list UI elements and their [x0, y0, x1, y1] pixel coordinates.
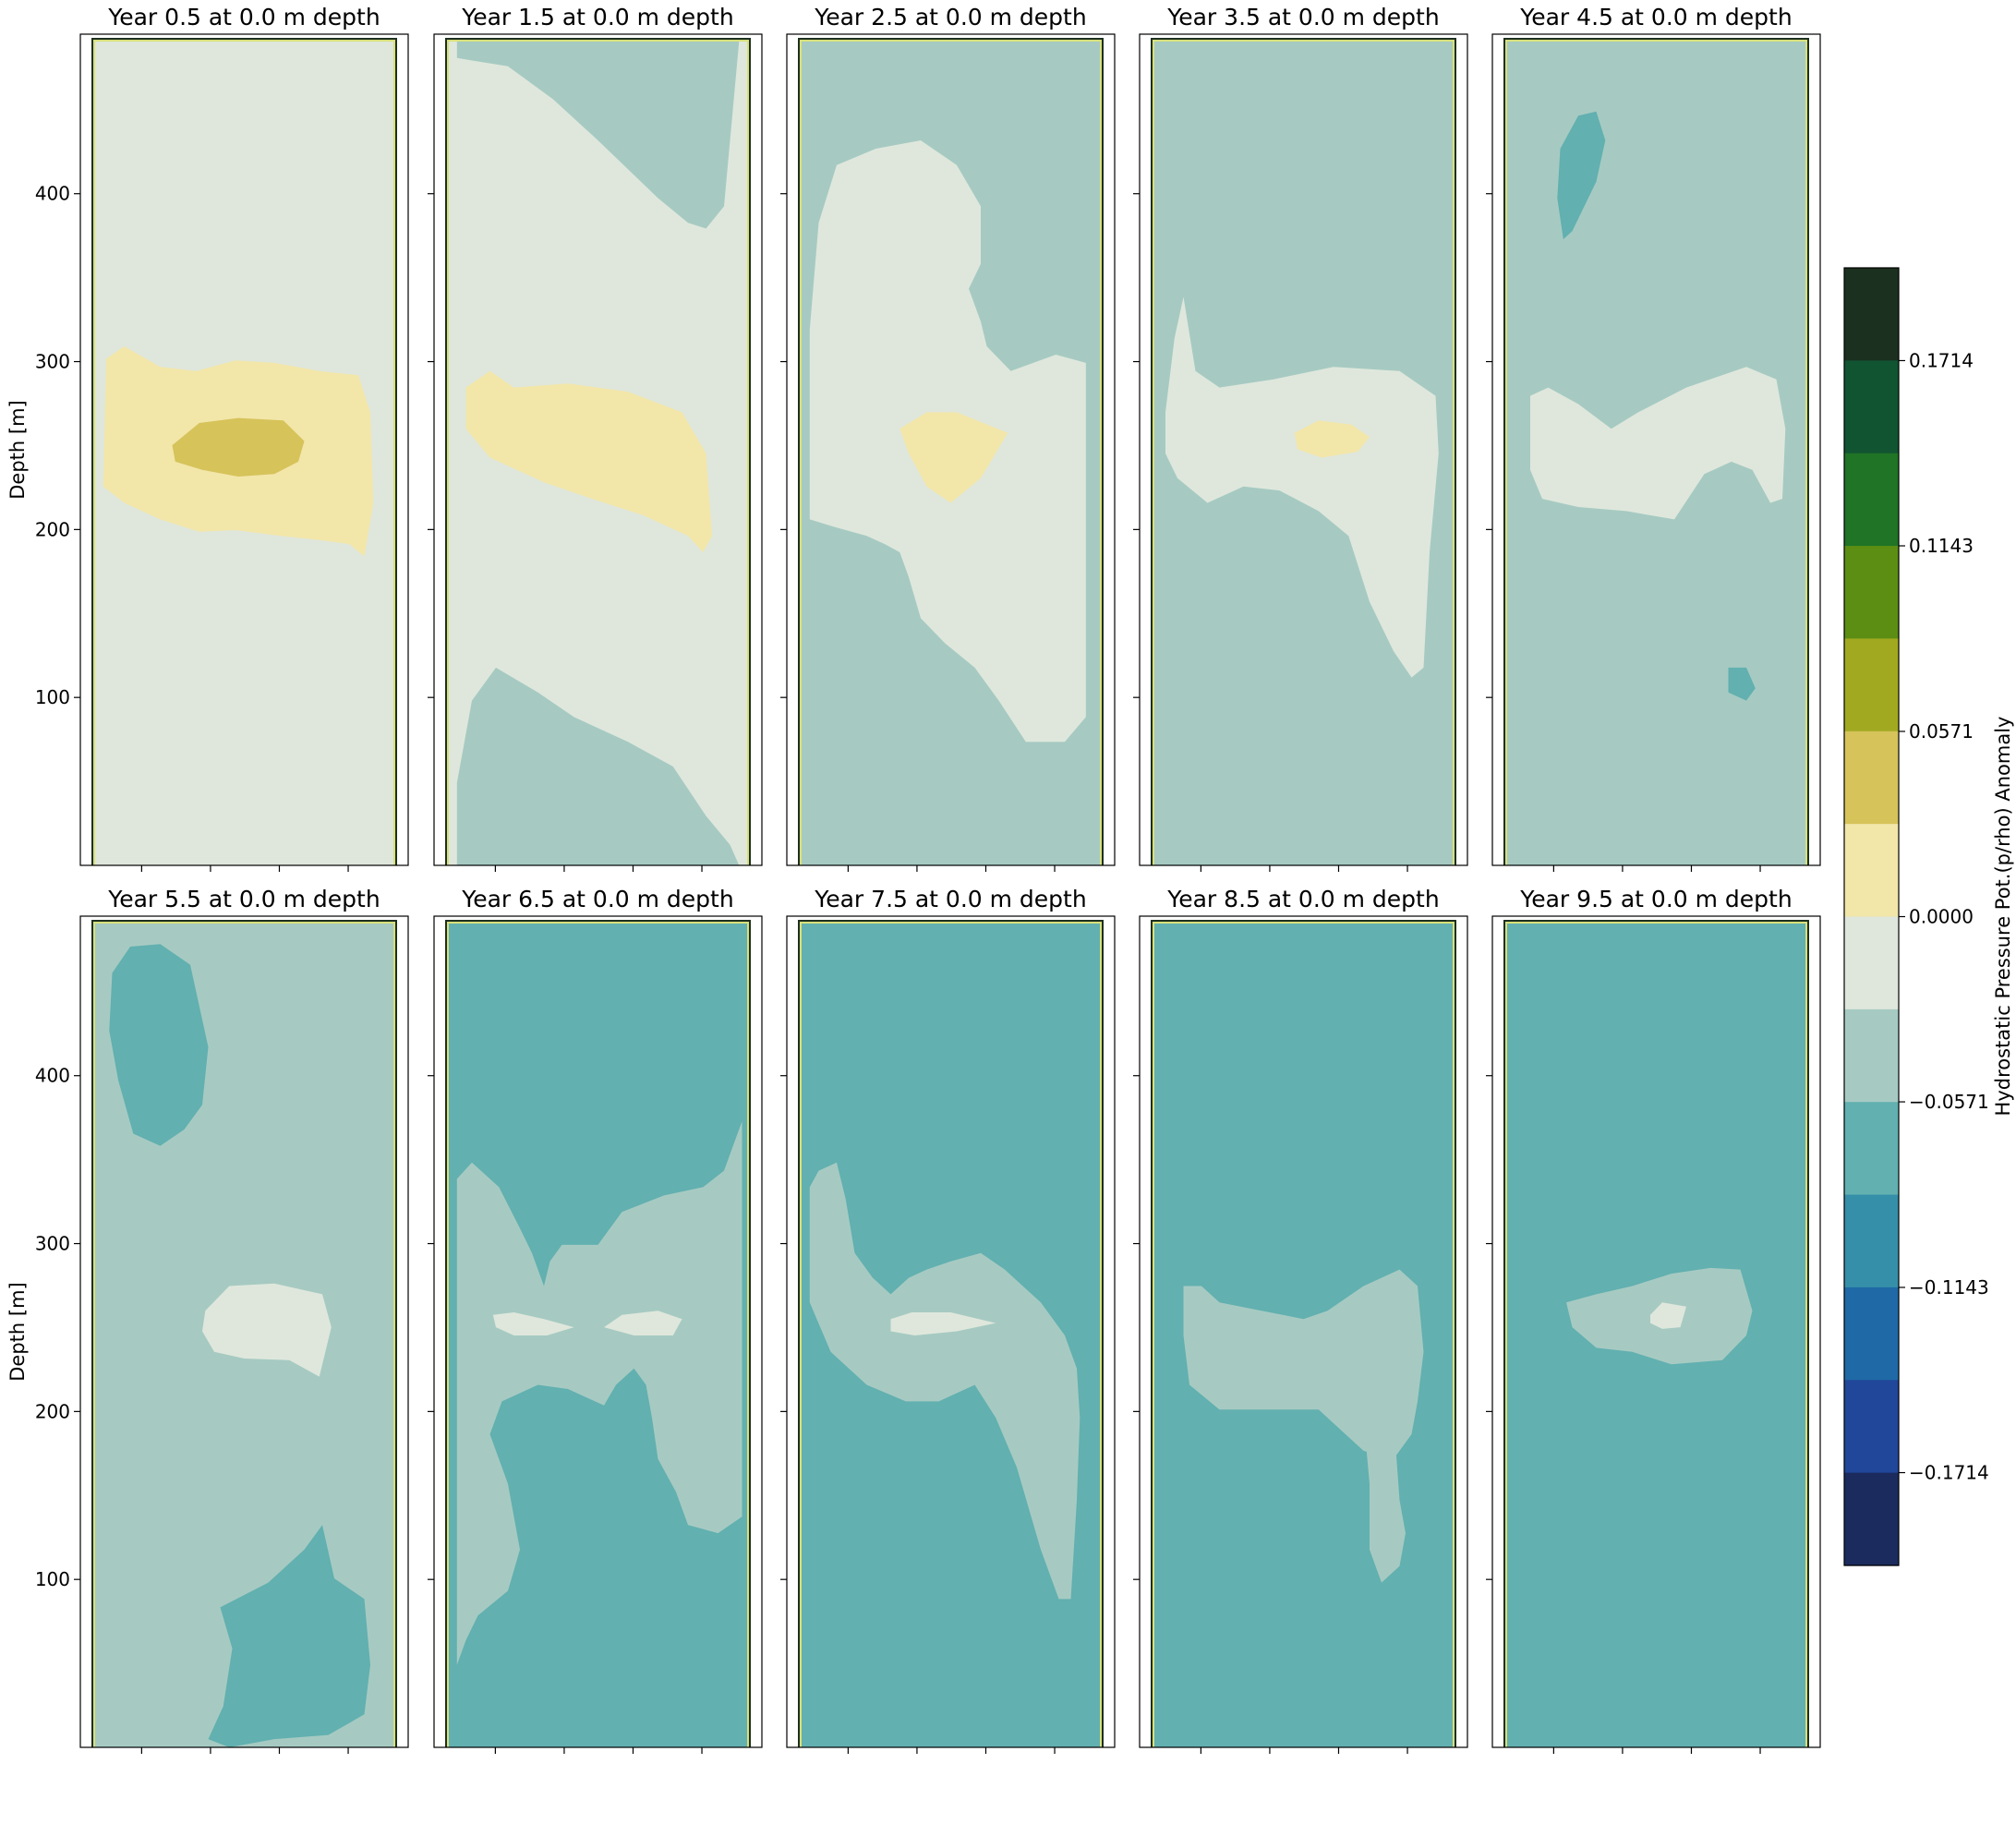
panel-frame: [79, 33, 409, 866]
contour-region: [456, 1121, 742, 1665]
colorbar-tick-label: −0.1714: [1909, 1462, 1989, 1484]
colorbar-tick-label: 0.1714: [1909, 349, 1974, 371]
contour-region: [604, 1311, 682, 1335]
contour-region: [208, 1525, 370, 1747]
panel-title: Year 0.5 at 0.0 m depth: [107, 4, 380, 30]
contour-region: [899, 412, 1008, 503]
contour-region: [890, 1312, 996, 1335]
y-tick-label: 300: [35, 351, 70, 373]
panel: Year 1.5 at 0.0 m depth: [428, 4, 763, 872]
colorbar-tick-label: 0.1143: [1909, 535, 1974, 557]
panel-title: Year 1.5 at 0.0 m depth: [461, 4, 733, 30]
colorbar-level: [1844, 824, 1899, 918]
colorbar-level: [1844, 1194, 1899, 1288]
colorbar-level: [1844, 1102, 1899, 1196]
y-tick-label: 300: [35, 1233, 70, 1255]
colorbar-level: [1844, 268, 1899, 361]
colorbar-level: [1844, 546, 1899, 640]
panel-frame: [433, 915, 763, 1748]
colorbar-tick-label: 0.0000: [1909, 906, 1974, 928]
contour-region: [809, 1162, 1080, 1600]
y-axis-label: Depth [m]: [6, 1282, 29, 1381]
panel-title: Year 9.5 at 0.0 m depth: [1519, 886, 1792, 912]
colorbar: 0.1714 0.1143 0.0571 0.0000 −0.0571 −0.1143 −0…: [1843, 267, 2014, 1566]
panel-title: Year 6.5 at 0.0 m depth: [461, 886, 733, 912]
panel-frame: [786, 33, 1116, 866]
colorbar-level: [1844, 1009, 1899, 1103]
colorbar-label: Hydrostatic Pressure Pot.(p/rho) Anomaly: [1992, 717, 2014, 1117]
colorbar-level: [1844, 638, 1899, 732]
contour-region: [1557, 111, 1606, 240]
y-axis-label: Depth [m]: [6, 400, 29, 499]
colorbar-ticks: 0.1714 0.1143 0.0571 0.0000 −0.0571 −0.1143 −0…: [1899, 349, 1989, 1484]
contour-region: [456, 42, 740, 229]
contour-region: [1530, 367, 1786, 520]
contour-region: [465, 370, 712, 552]
panel-frame: [433, 33, 763, 866]
colorbar-level: [1844, 916, 1899, 1010]
colorbar-tick-label: 0.0571: [1909, 720, 1974, 743]
contour-region: [456, 667, 740, 865]
contour-region: [1183, 1269, 1424, 1459]
panel-grid: Year 0.5 at 0.0 m depth 100 200 300 400 Depth…: [6, 4, 1821, 1754]
contour-region: [1165, 296, 1439, 678]
panel: Year 5.5 at 0.0 m depth 100 200 300 400 Depth…: [6, 886, 409, 1754]
contour-region: [1650, 1302, 1686, 1329]
panel: Year 4.5 at 0.0 m depth: [1486, 4, 1821, 872]
colorbar-level: [1844, 1380, 1899, 1474]
panel: Year 9.5 at 0.0 m depth: [1486, 886, 1821, 1754]
panel: Year 0.5 at 0.0 m depth 100 200 300 400 Depth…: [6, 4, 409, 872]
colorbar-level: [1844, 360, 1899, 454]
panel: Year 6.5 at 0.0 m depth: [428, 886, 763, 1754]
panel-frame: [1491, 915, 1821, 1748]
y-tick-label: 200: [35, 518, 70, 540]
y-tick-label: 400: [35, 1065, 70, 1087]
contour-region: [1363, 1418, 1406, 1583]
panel-title: Year 2.5 at 0.0 m depth: [814, 4, 1086, 30]
contour-region: [109, 944, 209, 1146]
colorbar-tick-label: −0.0571: [1909, 1091, 1989, 1113]
y-tick-label: 200: [35, 1400, 70, 1422]
panel-title: Year 3.5 at 0.0 m depth: [1166, 4, 1439, 30]
colorbar-level: [1844, 731, 1899, 825]
y-tick-label: 100: [35, 686, 70, 708]
contour-region: [492, 1312, 574, 1335]
y-tick-label: 400: [35, 183, 70, 205]
panel-title: Year 4.5 at 0.0 m depth: [1519, 4, 1792, 30]
colorbar-level: [1844, 453, 1899, 547]
y-tick-label: 100: [35, 1568, 70, 1590]
panel-frame: [1491, 33, 1821, 866]
panel-frame: [1139, 915, 1468, 1748]
contour-region: [202, 1283, 332, 1377]
panel: Year 7.5 at 0.0 m depth: [780, 886, 1116, 1754]
colorbar-levels: [1844, 268, 1899, 1566]
panel: Year 3.5 at 0.0 m depth: [1133, 4, 1468, 872]
colorbar-level: [1844, 1472, 1899, 1566]
contour-region: [172, 417, 305, 477]
panel: Year 8.5 at 0.0 m depth: [1133, 886, 1468, 1754]
panel: Year 2.5 at 0.0 m depth: [780, 4, 1116, 872]
panel-title: Year 5.5 at 0.0 m depth: [107, 886, 380, 912]
colorbar-level: [1844, 1286, 1899, 1381]
panel-frame: [79, 915, 409, 1748]
contour-region: [1728, 667, 1756, 701]
contour-region: [1294, 420, 1370, 458]
panel-title: Year 8.5 at 0.0 m depth: [1166, 886, 1439, 912]
panel-frame: [1139, 33, 1468, 866]
panel-frame: [786, 915, 1116, 1748]
panel-title: Year 7.5 at 0.0 m depth: [814, 886, 1086, 912]
colorbar-tick-label: −0.1143: [1909, 1276, 1989, 1299]
